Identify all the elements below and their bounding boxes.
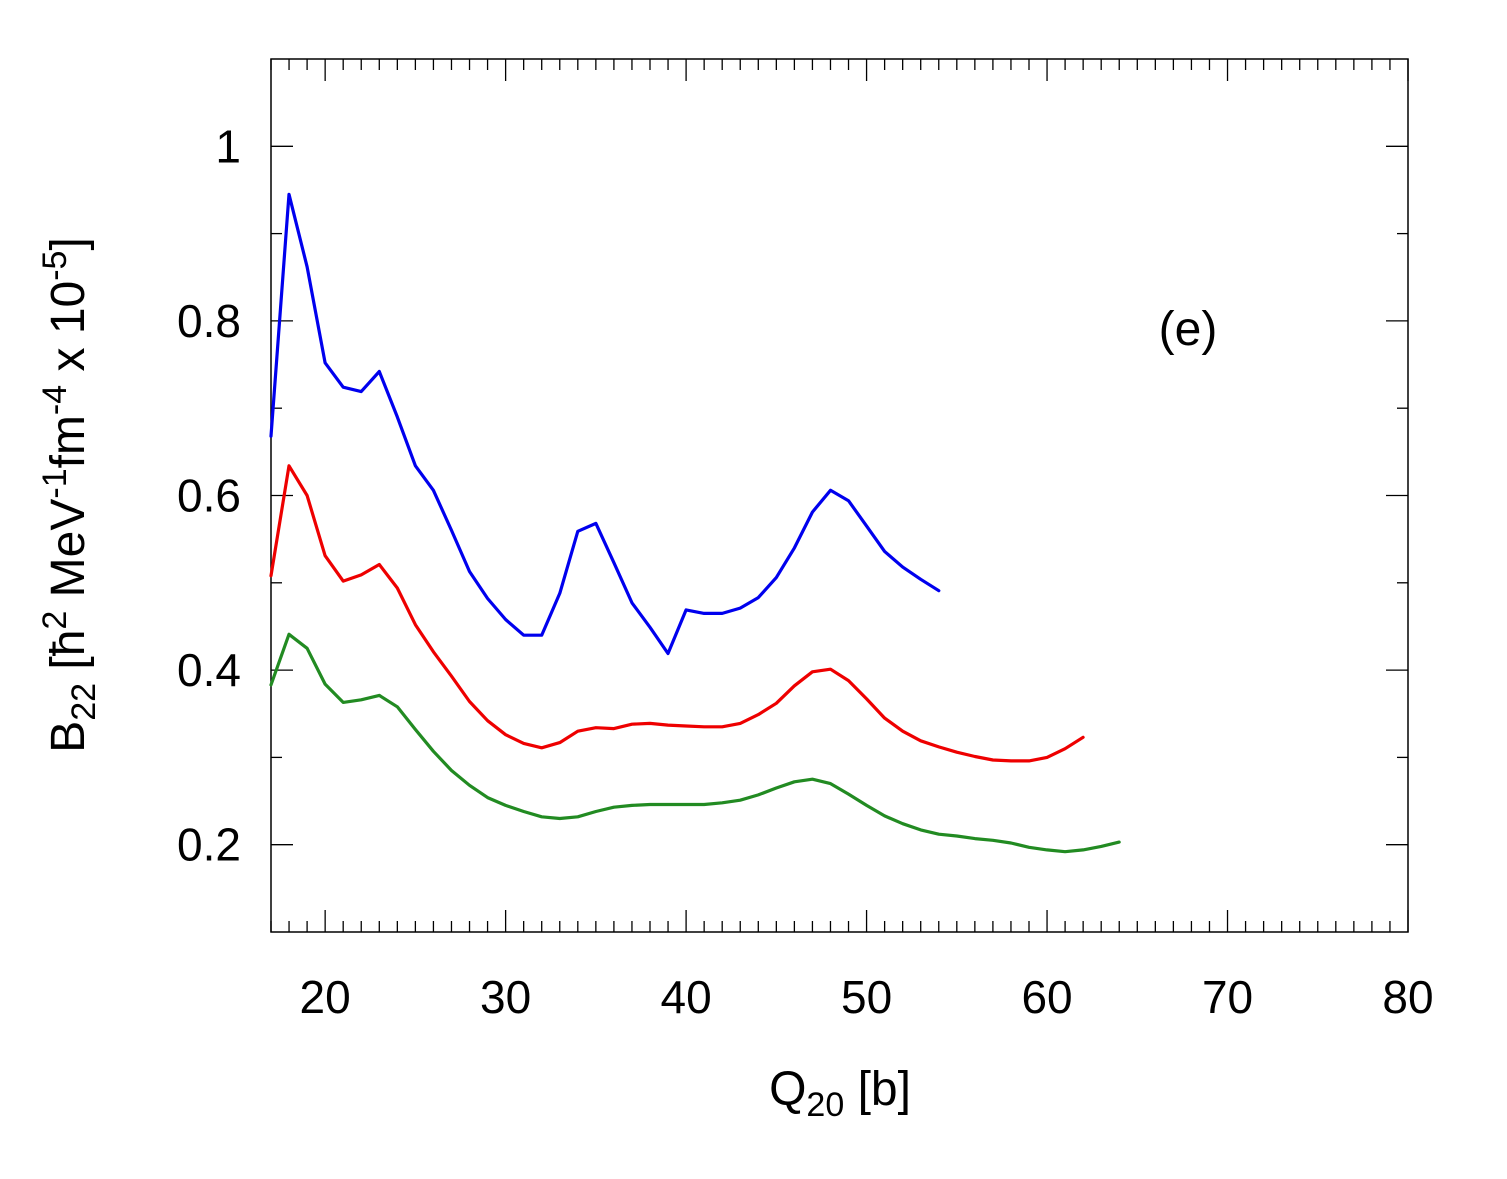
y-axis-title-part: ]: [42, 237, 95, 250]
x-tick-label: 40: [661, 971, 712, 1023]
x-axis-title-subscript: 20: [806, 1086, 844, 1124]
y-axis-title-part: x 10: [42, 281, 95, 385]
x-tick-label: 20: [300, 971, 351, 1023]
x-axis-title: Q20 [b]: [769, 1063, 911, 1124]
y-axis-title-part: 2: [36, 611, 74, 630]
series-line-green: [269, 632, 1121, 854]
x-axis-title-main: Q: [769, 1063, 806, 1116]
x-tick-label: 30: [480, 971, 531, 1023]
annotation-label: (e): [1159, 303, 1218, 356]
y-axis-title-part: [ħ: [42, 630, 95, 683]
y-axis-title-part: B: [42, 721, 95, 753]
x-tick-labels: 20 30 40 50 60 70 80: [300, 971, 1434, 1023]
y-axis-title-part: -4: [36, 385, 74, 415]
y-tick-label: 1: [215, 120, 241, 172]
x-tick-label: 80: [1382, 971, 1433, 1023]
y-tick-label: 0.4: [177, 644, 241, 696]
y-axis-title-part: -1: [36, 468, 74, 498]
axis-ticks: [270, 59, 1409, 932]
y-axis-title-part: MeV: [42, 499, 95, 611]
y-axis-title-part: -5: [36, 251, 74, 281]
y-tick-label: 0.2: [177, 819, 241, 871]
x-tick-label: 50: [841, 971, 892, 1023]
y-axis-title: B22 [ħ2 MeV-1fm-4 x 10-5]: [36, 237, 103, 753]
series-lines: [269, 192, 1121, 854]
series-line-red: [269, 464, 1085, 763]
x-axis-title-rest: [b]: [844, 1063, 911, 1116]
y-axis-title-part: 22: [65, 683, 103, 721]
y-tick-labels: 0.2 0.4 0.6 0.8 1: [177, 120, 241, 870]
y-tick-label: 0.6: [177, 470, 241, 522]
series-line-blue: [269, 192, 941, 656]
x-tick-label: 60: [1021, 971, 1072, 1023]
x-tick-label: 70: [1202, 971, 1253, 1023]
y-axis-title-part: fm: [42, 415, 95, 468]
y-tick-label: 0.8: [177, 295, 241, 347]
